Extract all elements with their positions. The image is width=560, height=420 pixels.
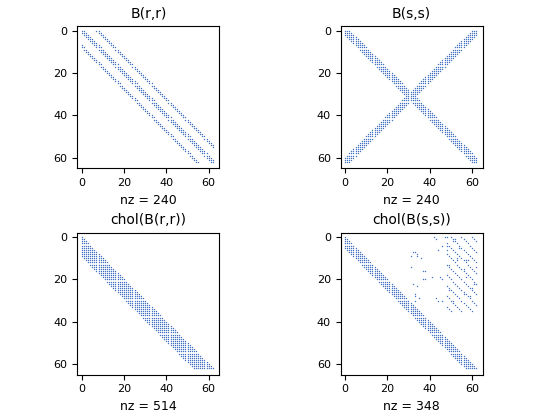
Title: chol(B(s,s)): chol(B(s,s)) (372, 213, 451, 228)
X-axis label: nz = 514: nz = 514 (120, 400, 177, 413)
Title: chol(B(r,r)): chol(B(r,r)) (110, 213, 186, 228)
X-axis label: nz = 240: nz = 240 (120, 194, 177, 207)
Title: B(r,r): B(r,r) (130, 7, 166, 21)
Title: B(s,s): B(s,s) (392, 7, 431, 21)
X-axis label: nz = 240: nz = 240 (383, 194, 440, 207)
X-axis label: nz = 348: nz = 348 (383, 400, 440, 413)
